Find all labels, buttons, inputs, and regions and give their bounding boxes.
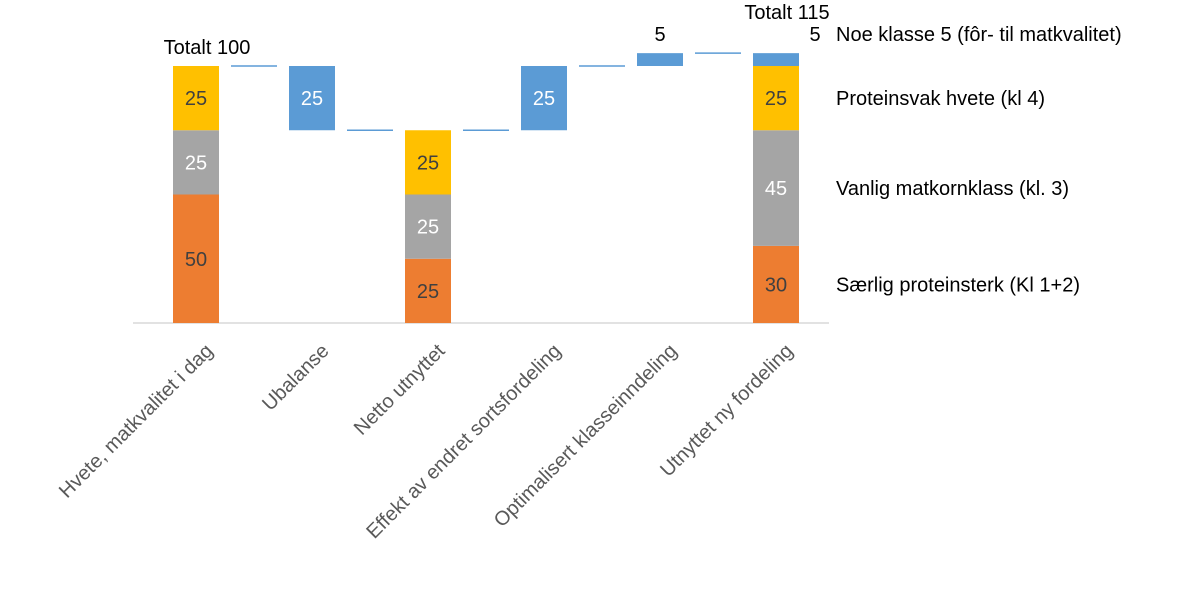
data-label-5-0: 30 xyxy=(765,274,787,296)
data-label-3: 25 xyxy=(533,88,555,110)
bar-segment-5-3 xyxy=(753,53,799,66)
bar-segment-5-1 xyxy=(753,130,799,246)
bar-segment-0-1 xyxy=(173,130,219,195)
data-label-2-0: 25 xyxy=(417,281,439,303)
data-label-0-1: 25 xyxy=(185,152,207,174)
legend-item-3: Noe klasse 5 (fôr- til matkvalitet) xyxy=(836,24,1122,46)
data-label-4: 5 xyxy=(654,24,665,46)
category-label-3: Effekt av endret sortsfordeling xyxy=(362,340,565,543)
data-label-5-2: 25 xyxy=(765,88,787,110)
category-label-5: Utnyttet ny fordeling xyxy=(656,340,797,481)
data-label-0-2: 25 xyxy=(185,88,207,110)
bar-segment-2-0 xyxy=(405,258,451,323)
bar-segment-0-2 xyxy=(173,66,219,131)
bar-segment-5-2 xyxy=(753,66,799,131)
data-label-5-1: 45 xyxy=(765,178,787,200)
data-label-5-3: 5 xyxy=(809,24,820,46)
total-label-0: Totalt 100 xyxy=(164,37,251,59)
category-label-0: Hvete, matkvalitet i dag xyxy=(55,340,218,503)
bar-segment-2-1 xyxy=(405,194,451,259)
category-label-1: Ubalanse xyxy=(258,340,333,415)
data-label-1: 25 xyxy=(301,88,323,110)
bar-segment-2-2 xyxy=(405,130,451,195)
data-label-2-1: 25 xyxy=(417,217,439,239)
data-label-2-2: 25 xyxy=(417,152,439,174)
total-label-5: Totalt 115 xyxy=(744,2,829,24)
category-label-2: Netto utnyttet xyxy=(350,340,450,440)
bar-segment-0-0 xyxy=(173,194,219,323)
category-label-4: Optimalisert klasseinndeling xyxy=(490,340,682,532)
float-bar-1 xyxy=(289,66,335,131)
float-bar-4 xyxy=(637,53,683,66)
float-bar-3 xyxy=(521,66,567,131)
legend-item-0: Særlig proteinsterk (Kl 1+2) xyxy=(836,274,1080,296)
bar-segment-5-0 xyxy=(753,245,799,323)
legend-item-1: Vanlig matkornklass (kl. 3) xyxy=(836,178,1069,200)
legend-item-2: Proteinsvak hvete (kl 4) xyxy=(836,88,1045,110)
data-label-0-0: 50 xyxy=(185,249,207,271)
